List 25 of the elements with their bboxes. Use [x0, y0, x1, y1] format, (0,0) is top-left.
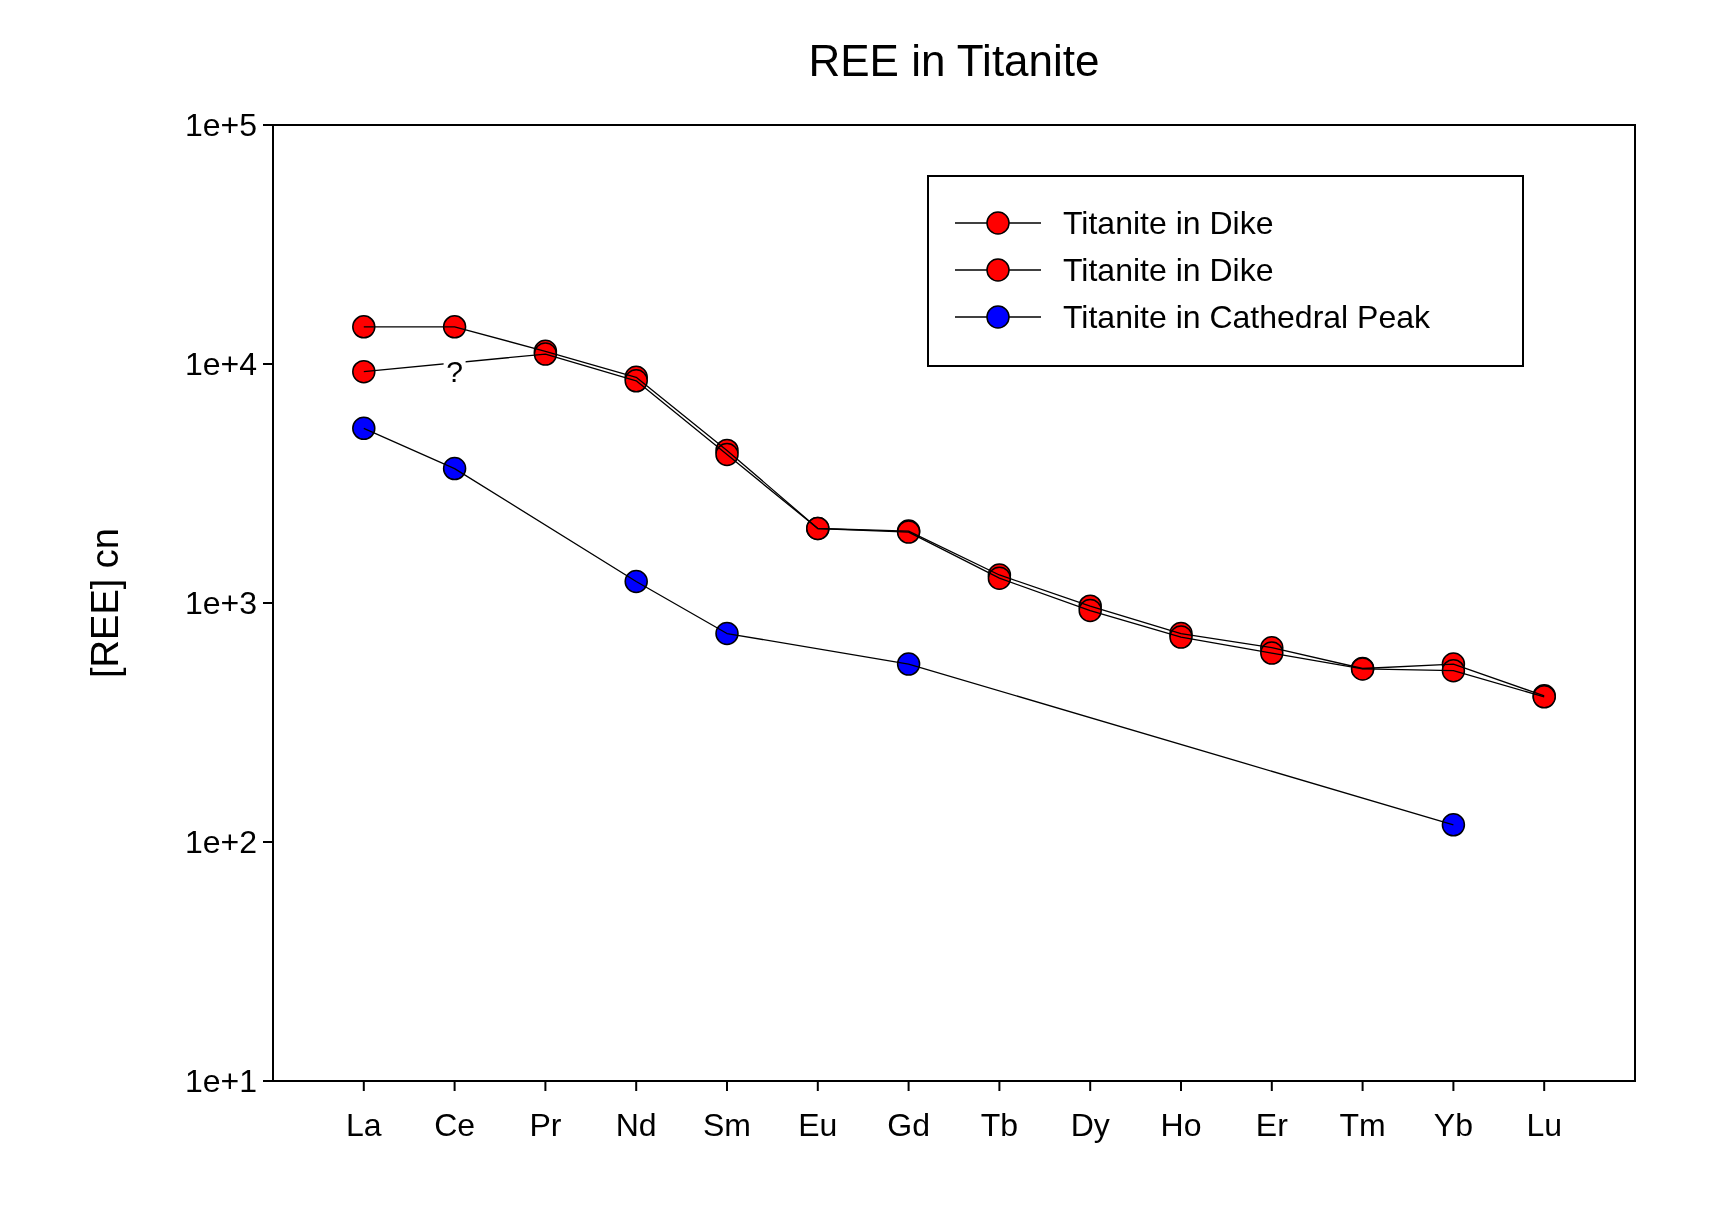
y-tick-label: 1e+5 [184, 107, 257, 144]
x-tick-label: Gd [887, 1107, 930, 1143]
x-tick-label: Tb [980, 1107, 1019, 1143]
x-tick-label: Er [1255, 1107, 1289, 1143]
x-tick-label: Yb [1433, 1107, 1473, 1143]
chart-title: REE in Titanite [808, 36, 1100, 85]
x-tick-label: Tm [1339, 1107, 1386, 1143]
y-tick-label: 1e+4 [184, 346, 257, 383]
x-tick-label: La [346, 1107, 382, 1143]
x-tick-label: Nd [615, 1107, 657, 1143]
x-tick-label: Ho [1160, 1107, 1202, 1143]
y-tick-label: 1e+3 [184, 585, 257, 622]
x-tick-label: Dy [1070, 1107, 1110, 1143]
y-axis-title: [REE] cn [84, 528, 126, 678]
legend-label: Titanite in Dike [1063, 205, 1274, 242]
annotation: ? [446, 355, 463, 389]
legend-label: Titanite in Dike [1063, 252, 1274, 289]
x-tick-label: Eu [798, 1107, 838, 1143]
x-tick-label: Ce [434, 1107, 476, 1143]
y-tick-label: 1e+1 [184, 1063, 257, 1100]
legend-label: Titanite in Cathedral Peak [1063, 299, 1432, 336]
x-tick-label: Sm [703, 1107, 751, 1143]
x-tick-label: Lu [1526, 1107, 1562, 1143]
x-tick-label: Pr [529, 1107, 562, 1143]
y-tick-label: 1e+2 [184, 824, 257, 861]
